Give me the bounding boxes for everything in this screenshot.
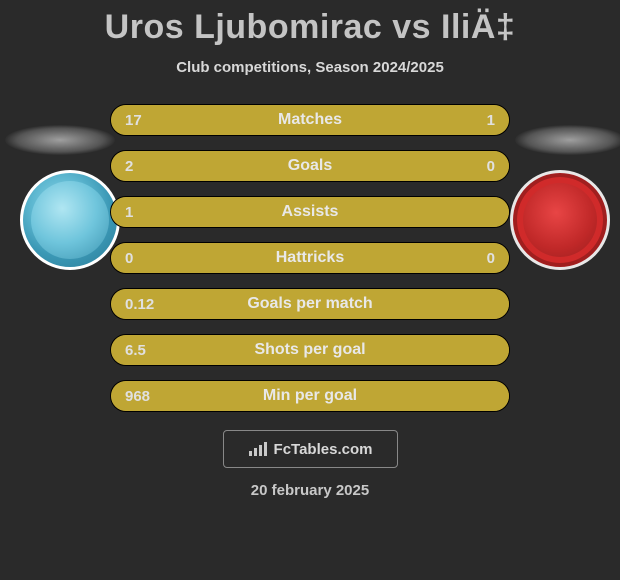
bar-label: Goals per match	[111, 295, 509, 313]
stat-bar: 968Min per goal	[110, 380, 510, 412]
page-subtitle: Club competitions, Season 2024/2025	[176, 59, 444, 76]
team-crest-left	[20, 170, 120, 270]
bar-label: Hattricks	[111, 249, 509, 267]
page-title: Uros Ljubomirac vs IliÄ‡	[105, 8, 516, 47]
crest-halo-left	[5, 125, 115, 155]
stat-bar: 0Hattricks0	[110, 242, 510, 274]
brand-label: FcTables.com	[274, 441, 373, 458]
bar-label: Assists	[111, 203, 509, 221]
brand-badge: FcTables.com	[223, 430, 398, 468]
bar-label: Shots per goal	[111, 341, 509, 359]
stat-bar: 2Goals0	[110, 150, 510, 182]
stat-bars: 17Matches12Goals01Assists0Hattricks00.12…	[110, 104, 510, 412]
bar-label: Matches	[111, 111, 509, 129]
comparison-infographic: Uros Ljubomirac vs IliÄ‡ Club competitio…	[0, 0, 620, 580]
stat-bar: 17Matches1	[110, 104, 510, 136]
footer-date: 20 february 2025	[251, 482, 369, 499]
stat-bar: 6.5Shots per goal	[110, 334, 510, 366]
bar-value-right: 1	[487, 112, 495, 129]
stat-bar: 1Assists	[110, 196, 510, 228]
bar-value-right: 0	[487, 250, 495, 267]
brand-chart-icon	[248, 442, 268, 456]
crest-halo-right	[515, 125, 620, 155]
bar-label: Min per goal	[111, 387, 509, 405]
bar-label: Goals	[111, 157, 509, 175]
bar-value-right: 0	[487, 158, 495, 175]
stat-bar: 0.12Goals per match	[110, 288, 510, 320]
team-crest-right	[510, 170, 610, 270]
